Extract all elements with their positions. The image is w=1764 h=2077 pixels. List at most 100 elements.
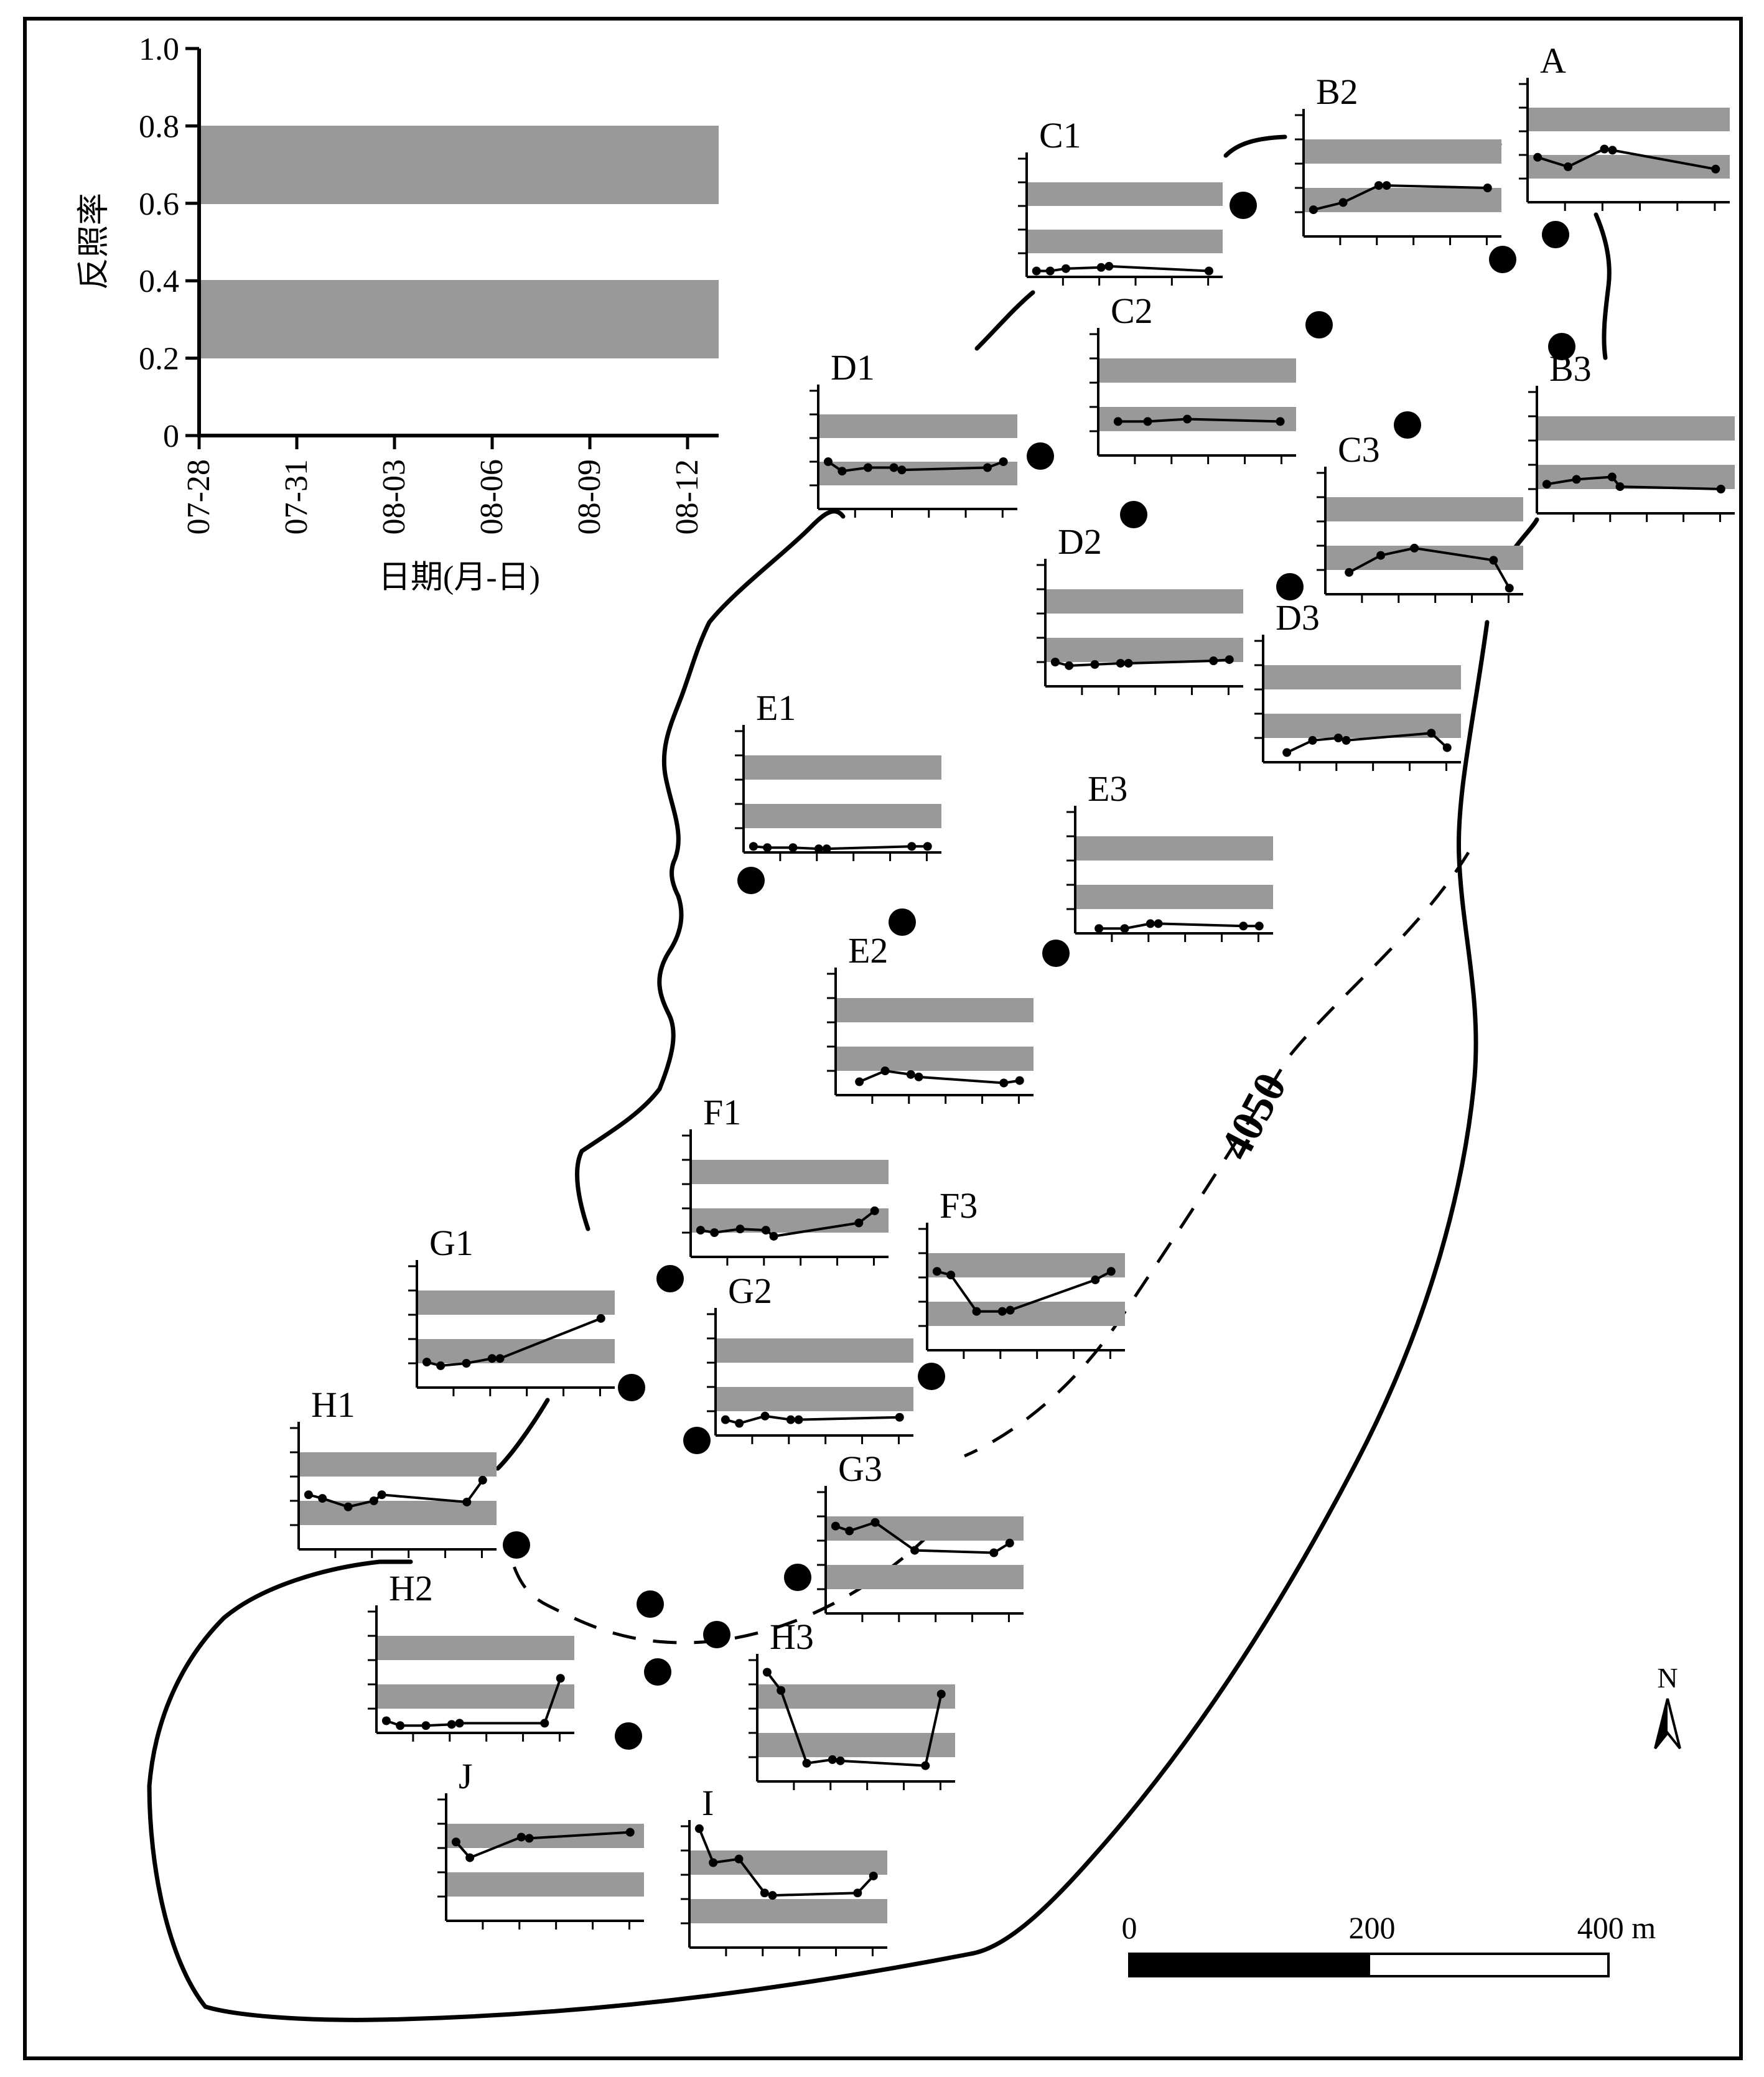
sample-point-e2 [889, 908, 916, 936]
station-point [1065, 661, 1074, 670]
station-label-e3: E3 [1088, 768, 1127, 809]
legend-y-label: 反照率 [77, 193, 112, 290]
station-point [487, 1354, 497, 1363]
sample-point-d2 [1120, 501, 1147, 528]
station-point [377, 1490, 386, 1500]
station-band-upper [1045, 589, 1243, 614]
station-point [1090, 660, 1099, 669]
station-point [1607, 472, 1617, 482]
station-label-d1: D1 [831, 347, 875, 388]
legend-x-tick-label: 08-12 [670, 459, 705, 534]
station-chart-g1: G1 [408, 1223, 615, 1396]
station-chart-h2: H2 [368, 1568, 574, 1742]
station-point [1096, 263, 1106, 272]
station-point [1091, 1275, 1100, 1284]
glacier-outline-lower [147, 620, 1490, 2022]
legend-x-tick-label: 08-09 [572, 459, 607, 534]
station-point [381, 1716, 391, 1725]
north-arrow-half-icon [1655, 1699, 1668, 1748]
station-point [838, 467, 847, 476]
station-point [1050, 658, 1060, 666]
glacier-outline-north [974, 290, 1035, 351]
station-point [895, 1412, 904, 1422]
contour-4050-label: 4050 [1210, 1065, 1296, 1167]
station-point [1382, 181, 1391, 190]
station-line-e1 [753, 845, 928, 851]
station-point [396, 1721, 405, 1730]
station-chart-h1: H1 [290, 1384, 497, 1558]
legend-chart: 0 0.2 0.4 0.6 0.8 1.0 07-28 07-31 08-03 08-06 08-… [77, 32, 719, 595]
station-point [1427, 729, 1436, 738]
station-point [749, 842, 758, 851]
station-charts: A B2 B3 C1 C2 C3 D1 D2 D3 E1 E3 E2 F1 F3 G1 G2 G3 H1 H2 H3 J… [290, 40, 1735, 1956]
sample-point-f3 [918, 1363, 945, 1390]
station-point [983, 463, 992, 472]
station-band-upper [376, 1636, 574, 1660]
sample-point-g2 [683, 1427, 711, 1454]
station-chart-e3: E3 [1066, 768, 1273, 942]
sample-point-e3 [1042, 940, 1070, 967]
station-point [1276, 417, 1285, 426]
station-band-lower [1304, 188, 1501, 212]
station-point [710, 1228, 719, 1237]
station-point [1542, 480, 1551, 489]
station-label-b3: B3 [1549, 348, 1592, 389]
station-point [447, 1720, 456, 1729]
station-label-h1: H1 [311, 1384, 355, 1425]
station-chart-d1: D1 [810, 347, 1017, 518]
station-band-upper [757, 1684, 955, 1709]
station-point [734, 1854, 744, 1864]
station-chart-d2: D2 [1037, 521, 1243, 695]
station-point [932, 1267, 941, 1276]
station-point [777, 1686, 786, 1695]
station-line-c2 [1118, 418, 1281, 423]
station-point [1615, 482, 1625, 492]
station-point [1572, 475, 1581, 484]
station-point [763, 843, 772, 852]
station-point [1094, 924, 1104, 933]
station-point [1005, 1538, 1014, 1547]
scale-label-0: 0 [1122, 1910, 1137, 1945]
scale-bar: 0 200 400 m [1122, 1910, 1656, 1977]
station-label-f1: F1 [703, 1092, 741, 1132]
contour-4050 [508, 851, 1470, 1645]
sample-point-c2 [1305, 311, 1333, 338]
station-chart-d3: D3 [1254, 597, 1461, 771]
station-label-c3: C3 [1338, 429, 1380, 470]
station-band-upper [1325, 497, 1523, 521]
station-point [854, 1218, 864, 1228]
station-point [451, 1837, 460, 1847]
station-point [1309, 205, 1318, 215]
figure-border [23, 17, 1743, 2060]
station-chart-c1: C1 [1018, 115, 1223, 286]
station-point [936, 1689, 946, 1699]
north-arrow: N [1654, 1662, 1681, 1750]
station-point [1113, 417, 1122, 426]
station-band-upper [818, 414, 1017, 438]
station-chart-b3: B3 [1528, 348, 1735, 522]
sampling-points [503, 192, 1575, 1750]
station-point [762, 1668, 772, 1677]
station-band-upper [1027, 182, 1223, 206]
station-chart-e2: E2 [827, 930, 1034, 1104]
station-point [768, 1891, 777, 1900]
station-point [1376, 551, 1386, 560]
sample-point-c3 [1394, 411, 1421, 439]
station-point [1600, 144, 1609, 154]
station-chart-g3: G3 [817, 1449, 1024, 1622]
station-point [836, 1756, 845, 1765]
station-point [625, 1827, 635, 1837]
station-band-upper [1304, 139, 1501, 164]
station-point [1483, 184, 1492, 192]
sample-point-b3 [1548, 333, 1575, 360]
station-band-upper [417, 1291, 615, 1315]
station-point [760, 1411, 770, 1421]
station-point [1254, 922, 1264, 931]
station-point [786, 1415, 795, 1424]
station-point [864, 463, 872, 472]
station-point [1282, 748, 1292, 757]
station-band-upper [689, 1851, 887, 1875]
legend-x-tick-label: 07-28 [181, 459, 217, 534]
station-band-upper [1098, 358, 1296, 383]
station-label-h3: H3 [770, 1617, 814, 1657]
